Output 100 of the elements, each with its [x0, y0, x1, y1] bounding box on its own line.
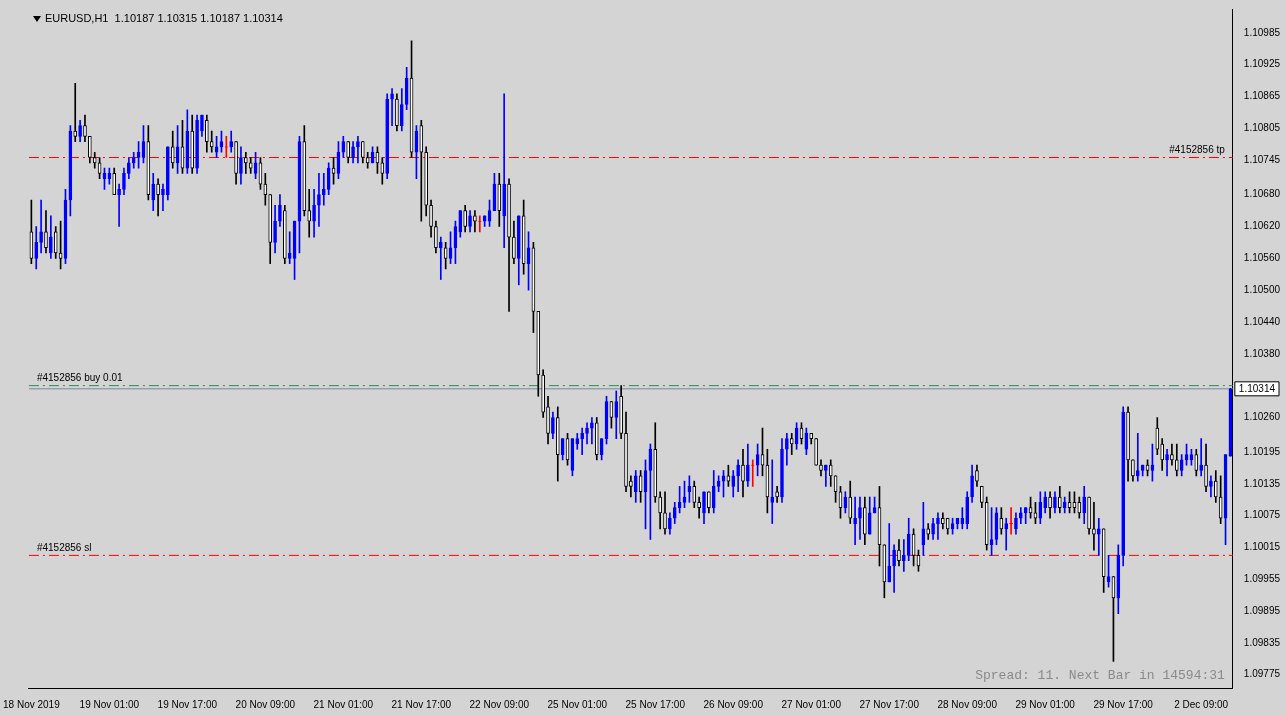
candlestick: [1160, 438, 1165, 471]
candlestick: [1135, 433, 1140, 482]
candlestick: [1062, 496, 1067, 514]
y-tick-label: 1.09895: [1243, 604, 1281, 616]
candlestick: [668, 512, 672, 535]
candlestick: [131, 151, 136, 169]
candlestick: [980, 486, 984, 508]
candlestick: [697, 496, 701, 519]
candlestick: [360, 141, 365, 164]
candlestick: [395, 93, 399, 132]
y-tick-label: 1.10745: [1243, 153, 1281, 165]
candlestick: [619, 385, 623, 440]
annotation: Spread: 11. Next Bar in 14594:31: [975, 667, 1226, 683]
candlestick: [365, 151, 370, 169]
candlestick: [88, 135, 92, 164]
candlestick: [127, 157, 131, 180]
candlestick: [965, 491, 970, 530]
candlestick: [1014, 512, 1018, 535]
y-tick-label: 1.10075: [1243, 509, 1281, 521]
candlestick: [809, 433, 814, 445]
candlestick: [1101, 528, 1106, 593]
y-tick-label: 1.10440: [1243, 315, 1281, 327]
candlestick: [1199, 438, 1203, 477]
ref-line-label: #4152856 tp: [1169, 144, 1226, 156]
candlestick: [73, 82, 78, 142]
candlestick: [161, 183, 165, 211]
candlestick: [166, 146, 170, 201]
candlestick: [1077, 496, 1082, 519]
y-tick-label: 1.10680: [1243, 188, 1281, 200]
y-tick-label: 1.10500: [1243, 283, 1281, 295]
x-tick-label: 20 Nov 09:00: [235, 698, 296, 710]
candlestick: [1087, 496, 1091, 535]
y-tick-label: 1.10195: [1243, 445, 1281, 457]
y-tick-label: 1.10865: [1243, 90, 1281, 102]
candlestick: [936, 512, 940, 540]
candlestick: [282, 204, 287, 264]
candlestick: [580, 427, 584, 455]
candlestick: [112, 167, 117, 195]
candlestick: [1023, 507, 1028, 524]
candlestick: [122, 167, 126, 195]
candlestick: [1009, 507, 1013, 535]
candlestick: [541, 369, 545, 418]
ref-line-label: 1.10314: [1238, 382, 1276, 394]
candlestick: [551, 411, 555, 440]
candlestick: [1053, 491, 1057, 514]
ref-line-label: #4152856 sl: [36, 542, 92, 554]
candlestick: [672, 502, 677, 524]
candlestick: [931, 517, 935, 540]
x-tick-label: 25 Nov 01:00: [547, 698, 608, 710]
candlestick: [594, 417, 599, 461]
x-tick-label: 29 Nov 17:00: [1093, 698, 1154, 710]
candlestick: [502, 93, 506, 249]
candlestick: [653, 422, 658, 503]
candlestick: [78, 120, 82, 142]
candlestick: [1140, 464, 1145, 477]
candlestick: [278, 194, 282, 227]
candlestick: [156, 178, 160, 217]
candlestick: [945, 517, 950, 535]
candlestick: [858, 496, 862, 540]
candlestick: [711, 470, 716, 514]
y-tick-label: 1.10620: [1243, 220, 1281, 232]
y-tick-label: 1.10135: [1243, 477, 1281, 489]
candlestick: [117, 183, 121, 227]
candlestick: [590, 417, 594, 445]
candlestick: [863, 496, 867, 546]
x-tick-label: 26 Nov 09:00: [703, 698, 764, 710]
candlestick: [867, 496, 872, 535]
candlestick: [244, 151, 248, 174]
y-tick-label: 1.10560: [1243, 252, 1281, 264]
candlestick: [268, 194, 273, 264]
y-tick-label: 1.10805: [1243, 122, 1281, 134]
candlestick: [341, 135, 346, 158]
candlestick: [970, 464, 974, 503]
candlestick: [390, 88, 394, 127]
candlestick: [429, 199, 433, 238]
candlestick: [633, 470, 638, 503]
candlestick: [1057, 486, 1062, 514]
candlestick: [326, 162, 331, 195]
y-tick-label: 1.09955: [1243, 573, 1281, 584]
x-tick-label: 19 Nov 01:00: [79, 698, 140, 710]
candlestick: [902, 539, 906, 572]
candlestick: [1019, 507, 1023, 524]
candlestick: [770, 459, 775, 524]
y-tick-label: 1.09835: [1243, 636, 1281, 648]
candlestick: [507, 178, 511, 312]
x-tick-label: 21 Nov 01:00: [313, 698, 374, 710]
candlestick: [624, 411, 628, 493]
candlestick: [555, 406, 560, 482]
candlestick: [468, 210, 472, 233]
candlestick: [1179, 454, 1184, 477]
candlestick: [731, 470, 736, 498]
candlestick: [234, 141, 238, 185]
candlestick: [321, 173, 326, 206]
x-tick-label: 2 Dec 09:00: [1174, 698, 1229, 710]
y-tick-label: 1.10925: [1243, 58, 1281, 70]
candlestick: [984, 496, 989, 551]
candlestick: [1209, 475, 1213, 498]
candlestick: [1048, 491, 1052, 519]
candlestick: [1131, 459, 1135, 482]
candlestick: [209, 130, 214, 153]
